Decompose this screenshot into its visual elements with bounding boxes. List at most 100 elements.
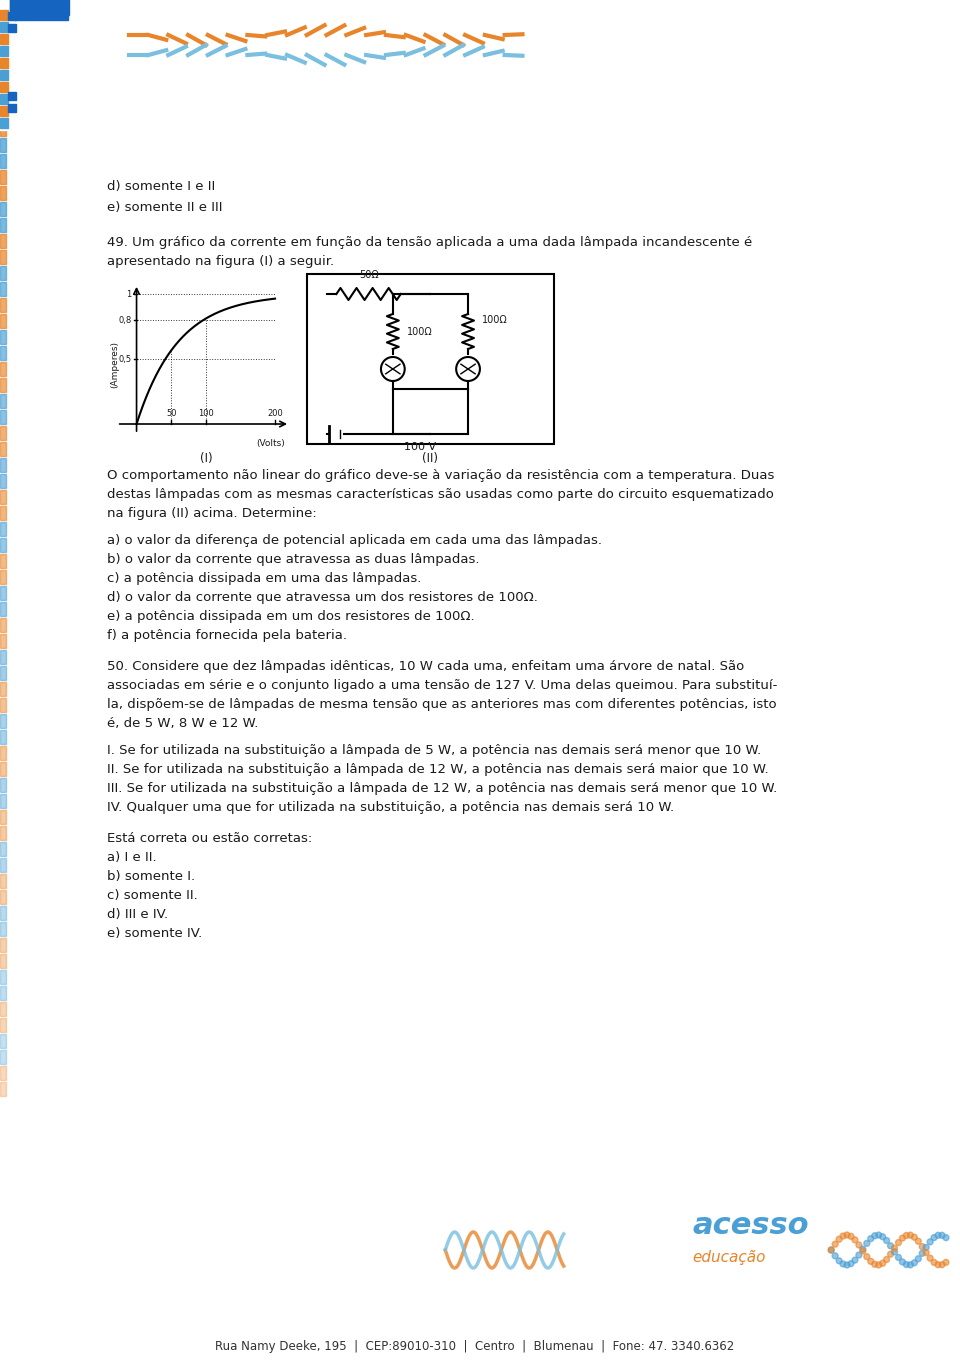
Text: b) o valor da corrente que atravessa as duas lâmpadas.: b) o valor da corrente que atravessa as … bbox=[107, 554, 479, 566]
Circle shape bbox=[939, 1262, 945, 1267]
Bar bbox=[0, 458, 6, 472]
Circle shape bbox=[840, 1233, 846, 1239]
Bar bbox=[0, 1083, 6, 1096]
Circle shape bbox=[924, 1244, 929, 1251]
Circle shape bbox=[924, 1249, 929, 1256]
Bar bbox=[0, 46, 8, 56]
Bar bbox=[0, 874, 6, 889]
Bar bbox=[0, 601, 6, 617]
Circle shape bbox=[852, 1258, 858, 1263]
Text: la, dispõem-se de lâmpadas de mesma tensão que as anteriores mas com diferentes : la, dispõem-se de lâmpadas de mesma tens… bbox=[107, 699, 777, 711]
Bar bbox=[0, 22, 8, 31]
Bar bbox=[0, 250, 6, 264]
Text: 50Ω: 50Ω bbox=[359, 271, 378, 280]
Text: 49. Um gráfico da corrente em função da tensão aplicada a uma dada lâmpada incan: 49. Um gráfico da corrente em função da … bbox=[107, 236, 752, 249]
Circle shape bbox=[456, 357, 480, 381]
Bar bbox=[0, 410, 6, 424]
Bar bbox=[0, 10, 8, 21]
Bar bbox=[0, 362, 6, 376]
Circle shape bbox=[896, 1240, 901, 1245]
Circle shape bbox=[832, 1241, 838, 1247]
Bar bbox=[0, 107, 8, 116]
Bar bbox=[0, 118, 8, 128]
Text: 100 V: 100 V bbox=[404, 442, 437, 452]
Circle shape bbox=[939, 1232, 945, 1239]
Bar bbox=[0, 634, 6, 648]
Text: 0,5: 0,5 bbox=[118, 354, 132, 364]
Bar bbox=[0, 107, 6, 120]
Text: (Volts): (Volts) bbox=[256, 439, 285, 448]
Bar bbox=[0, 1018, 6, 1032]
Circle shape bbox=[900, 1259, 905, 1264]
Circle shape bbox=[879, 1234, 886, 1240]
Bar bbox=[307, 273, 554, 444]
Circle shape bbox=[892, 1245, 898, 1251]
Bar bbox=[0, 442, 6, 457]
Bar bbox=[13, 0, 68, 21]
Bar bbox=[0, 971, 6, 984]
Circle shape bbox=[900, 1236, 905, 1241]
Circle shape bbox=[907, 1262, 913, 1267]
Circle shape bbox=[876, 1232, 881, 1239]
Bar bbox=[0, 138, 6, 152]
Circle shape bbox=[836, 1258, 842, 1263]
Circle shape bbox=[860, 1248, 866, 1254]
Circle shape bbox=[888, 1243, 894, 1249]
Circle shape bbox=[840, 1260, 846, 1267]
Bar bbox=[0, 842, 6, 856]
Bar bbox=[0, 234, 6, 247]
Circle shape bbox=[856, 1243, 862, 1248]
Text: f) a potência fornecida pela bateria.: f) a potência fornecida pela bateria. bbox=[107, 629, 347, 642]
Circle shape bbox=[931, 1259, 937, 1266]
Text: e) somente II e III: e) somente II e III bbox=[107, 201, 223, 215]
Bar bbox=[0, 474, 6, 488]
Bar bbox=[0, 202, 6, 216]
Bar bbox=[0, 122, 6, 135]
Circle shape bbox=[864, 1240, 870, 1247]
Bar bbox=[0, 554, 6, 569]
Bar bbox=[0, 778, 6, 791]
Circle shape bbox=[892, 1248, 898, 1255]
Circle shape bbox=[848, 1260, 854, 1267]
Text: 100Ω: 100Ω bbox=[482, 314, 508, 324]
Circle shape bbox=[872, 1262, 877, 1267]
Circle shape bbox=[844, 1232, 850, 1239]
Bar bbox=[0, 282, 6, 297]
Text: d) somente I e II: d) somente I e II bbox=[107, 180, 215, 193]
Text: b) somente I.: b) somente I. bbox=[107, 869, 195, 883]
Bar bbox=[0, 0, 535, 130]
Text: 100: 100 bbox=[198, 409, 214, 418]
Bar bbox=[0, 379, 6, 392]
Text: 50. Considere que dez lâmpadas idênticas, 10 W cada uma, enfeitam uma árvore de : 50. Considere que dez lâmpadas idênticas… bbox=[107, 660, 744, 673]
Bar bbox=[0, 329, 6, 344]
Text: c) somente II.: c) somente II. bbox=[107, 889, 198, 902]
Text: d) o valor da corrente que atravessa um dos resistores de 100Ω.: d) o valor da corrente que atravessa um … bbox=[107, 591, 538, 604]
Bar bbox=[0, 682, 6, 696]
Circle shape bbox=[920, 1244, 925, 1249]
Bar bbox=[0, 522, 6, 536]
Circle shape bbox=[896, 1255, 901, 1260]
Circle shape bbox=[844, 1262, 850, 1269]
Text: acesso: acesso bbox=[693, 1211, 809, 1240]
Text: II. Se for utilizada na substituição a lâmpada de 12 W, a potência nas demais se: II. Se for utilizada na substituição a l… bbox=[107, 763, 769, 776]
Circle shape bbox=[911, 1260, 917, 1266]
Circle shape bbox=[836, 1236, 842, 1243]
Circle shape bbox=[864, 1254, 870, 1259]
Text: destas lâmpadas com as mesmas características são usadas como parte do circuito : destas lâmpadas com as mesmas caracterís… bbox=[107, 488, 774, 500]
Bar bbox=[0, 570, 6, 584]
Text: O comportamento não linear do gráfico deve-se à variação da resistência com a te: O comportamento não linear do gráfico de… bbox=[107, 469, 775, 483]
Bar bbox=[8, 92, 15, 100]
Bar bbox=[0, 217, 6, 232]
Circle shape bbox=[927, 1239, 933, 1245]
Bar bbox=[0, 314, 6, 328]
Circle shape bbox=[935, 1232, 941, 1239]
Bar bbox=[0, 586, 6, 600]
Circle shape bbox=[915, 1256, 922, 1262]
Text: 100Ω: 100Ω bbox=[407, 327, 432, 336]
Text: (Amperes): (Amperes) bbox=[110, 340, 119, 387]
Text: é, de 5 W, 8 W e 12 W.: é, de 5 W, 8 W e 12 W. bbox=[107, 718, 258, 730]
Bar bbox=[0, 906, 6, 920]
Bar bbox=[0, 826, 6, 839]
Bar bbox=[0, 298, 6, 312]
Circle shape bbox=[828, 1247, 834, 1254]
